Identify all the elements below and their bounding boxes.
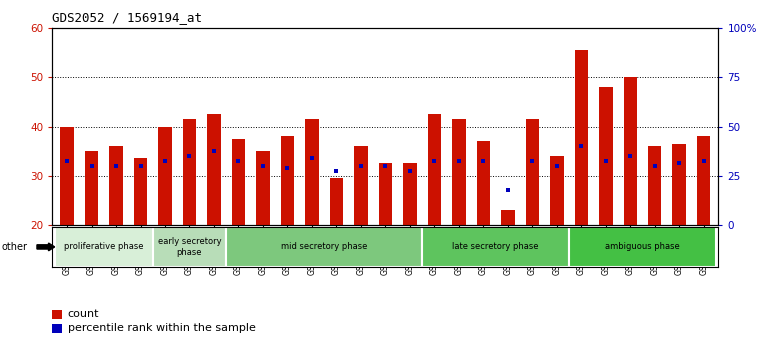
Bar — [226, 227, 422, 267]
Bar — [134, 159, 147, 225]
Bar — [672, 144, 686, 225]
Bar — [624, 78, 637, 225]
Bar — [599, 87, 612, 225]
Bar — [452, 119, 466, 225]
Bar — [501, 210, 514, 225]
Text: percentile rank within the sample: percentile rank within the sample — [68, 323, 256, 333]
Bar — [477, 141, 490, 225]
Text: ambiguous phase: ambiguous phase — [605, 242, 680, 251]
Text: late secretory phase: late secretory phase — [452, 242, 539, 251]
Bar — [330, 178, 343, 225]
Bar — [574, 50, 588, 225]
Text: mid secretory phase: mid secretory phase — [281, 242, 367, 251]
Bar — [109, 146, 122, 225]
Bar — [379, 164, 392, 225]
Bar — [569, 227, 716, 267]
Text: GDS2052 / 1569194_at: GDS2052 / 1569194_at — [52, 11, 203, 24]
Bar — [207, 114, 221, 225]
Bar — [427, 114, 441, 225]
Text: proliferative phase: proliferative phase — [64, 242, 143, 251]
Bar — [305, 119, 319, 225]
Bar — [281, 136, 294, 225]
Bar — [60, 126, 74, 225]
Bar — [182, 119, 196, 225]
Text: other: other — [2, 242, 28, 252]
Bar — [354, 146, 367, 225]
Text: count: count — [68, 309, 99, 319]
Bar — [526, 119, 539, 225]
Bar — [85, 151, 99, 225]
Bar — [256, 151, 270, 225]
Bar — [55, 227, 152, 267]
Bar — [550, 156, 564, 225]
Bar — [403, 164, 417, 225]
Bar — [159, 126, 172, 225]
Bar — [648, 146, 661, 225]
Text: early secretory
phase: early secretory phase — [158, 237, 221, 257]
Bar — [232, 139, 245, 225]
Bar — [697, 136, 711, 225]
Bar — [422, 227, 569, 267]
Bar — [152, 227, 226, 267]
